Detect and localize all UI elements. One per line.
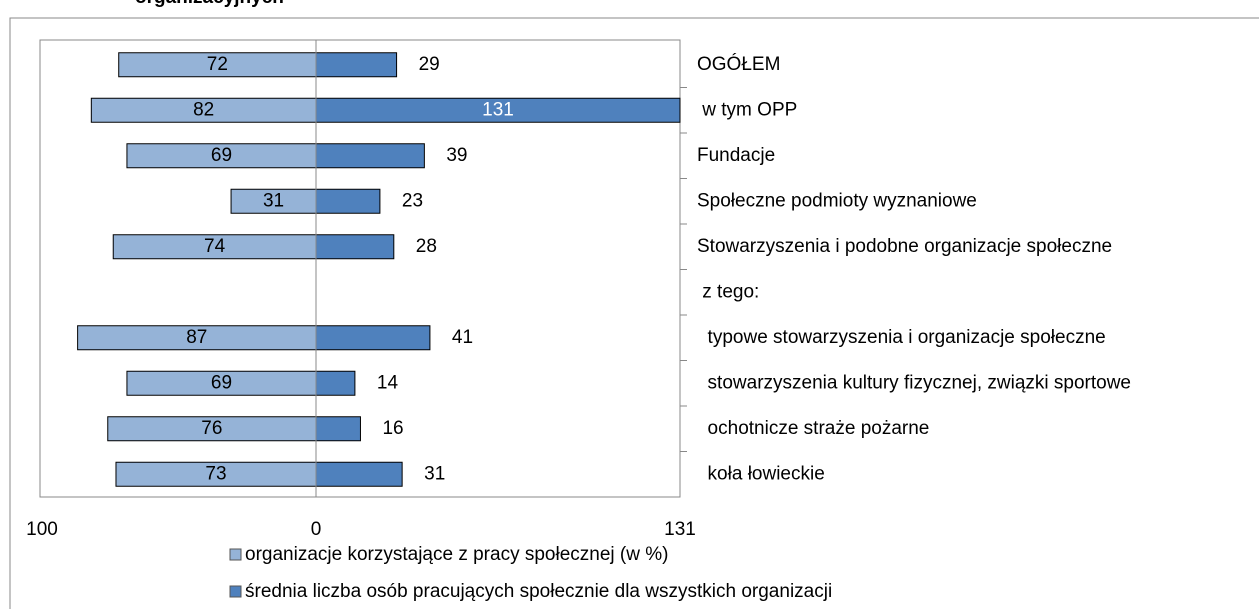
data-label: 69 [211,372,232,393]
bar [315,461,403,487]
bar [90,97,317,123]
chart-title: organizacyjnych [135,0,284,8]
bar [315,234,395,260]
bar [107,416,317,442]
category-label: koła łowieckie [697,463,825,484]
plot-area [39,39,681,498]
category-label: ochotnicze straże pożarne [697,418,929,439]
category-label: Społeczne podmioty wyznaniowe [697,190,977,211]
bar [315,325,431,351]
legend-label: organizacje korzystające z pracy społecz… [245,544,668,565]
bar [315,143,425,169]
category-label: Stowarzyszenia i podobne organizacje spo… [697,236,1112,257]
data-label: 31 [424,463,445,484]
legend-swatch [229,548,242,561]
x-tick-label: 100 [26,519,58,540]
data-label: 14 [377,372,399,393]
category-label: typowe stowarzyszenia i organizacje społ… [697,327,1106,348]
data-label: 16 [382,418,403,439]
category-label: z tego: [697,281,759,302]
data-label: 39 [446,145,467,166]
data-label: 69 [211,145,232,166]
bar [315,416,361,442]
legend-label: średnia liczba osób pracujących społeczn… [245,581,832,602]
data-label: 76 [201,418,222,439]
bar [112,234,317,260]
bar [315,188,381,214]
x2-tick-label: 131 [664,519,696,540]
data-label: 74 [204,236,226,257]
x-tick-label: 0 [311,519,322,540]
data-label: 31 [263,190,284,211]
legend-swatch [229,585,242,598]
category-label: stowarzyszenia kultury fizycznej, związk… [697,372,1131,393]
bar [126,143,317,169]
chart-border [9,17,1259,609]
category-label: OGÓŁEM [697,53,780,75]
category-label: Fundacje [697,145,775,166]
data-label: 41 [452,327,473,348]
data-label: 87 [186,327,207,348]
data-label: 131 [482,99,514,120]
data-label: 82 [193,99,214,120]
bar [230,188,317,214]
bar [118,52,317,78]
bar [115,461,317,487]
data-label: 29 [419,54,440,75]
bar [315,52,398,78]
data-label: 28 [416,236,437,257]
bar [77,325,317,351]
data-label: 23 [402,190,423,211]
data-label: 72 [207,54,228,75]
bar [315,370,356,396]
category-label: w tym OPP [697,99,797,120]
data-label: 73 [205,463,226,484]
